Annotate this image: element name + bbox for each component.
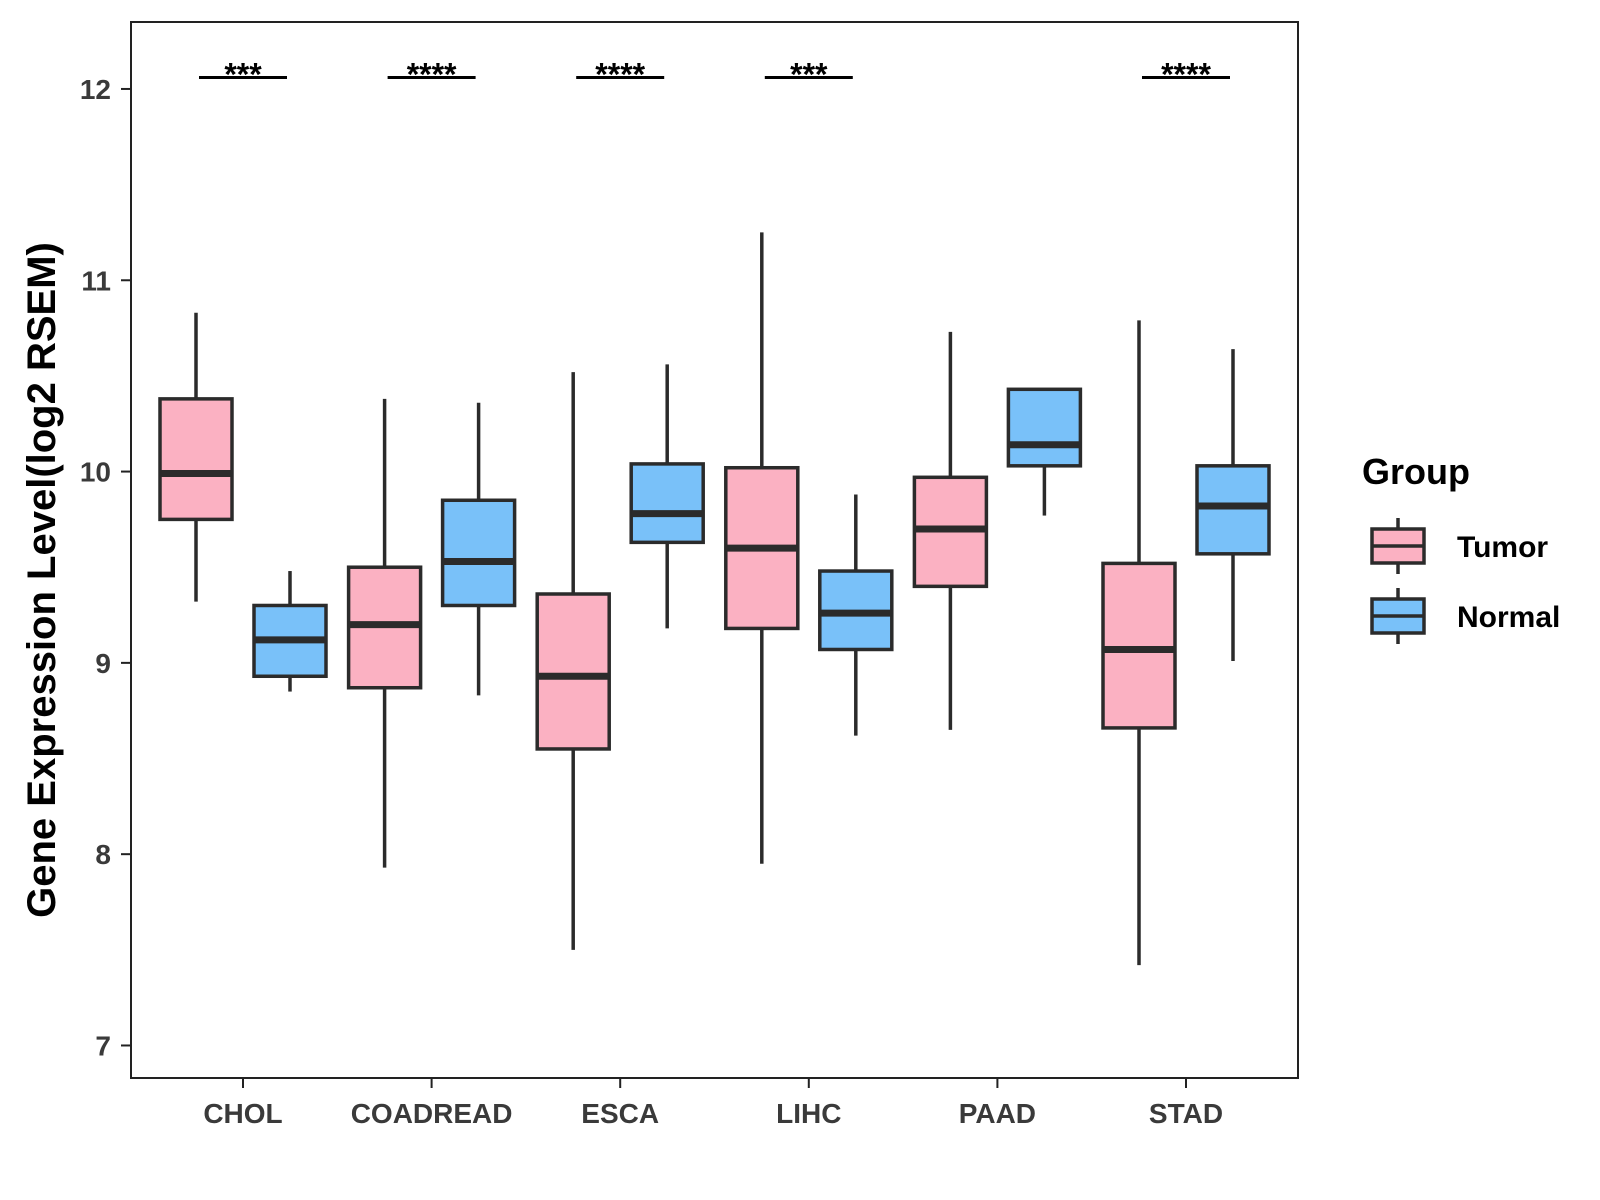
y-axis: 7 8 9 10 11 12 [80, 74, 131, 1061]
box-tumor-stad [1101, 320, 1177, 966]
legend-title: Group [1362, 451, 1470, 492]
significance-stars: **** [407, 56, 457, 92]
y-axis-title: Gene Expression Level(log2 RSEM) [20, 242, 64, 918]
significance-stars: *** [224, 56, 262, 92]
significance-stars: **** [1161, 56, 1211, 92]
significance-esca: **** [576, 56, 665, 92]
plot-panel-border [130, 21, 1299, 1079]
legend-key-tumor [1370, 518, 1426, 574]
legend-label-normal: Normal [1457, 601, 1560, 634]
box-tumor-esca [535, 372, 611, 950]
box-body [1195, 464, 1271, 556]
box-body [1006, 387, 1083, 468]
box-normal-stad [1195, 349, 1271, 661]
significance-stars: **** [595, 56, 645, 92]
box-normal-lihc [818, 494, 894, 736]
box-normal-esca [629, 364, 705, 629]
y-tick-label: 12 [80, 74, 111, 105]
significance-coadread: **** [387, 56, 476, 92]
significance-stad: **** [1142, 56, 1230, 92]
box-tumor-lihc [724, 232, 800, 864]
legend-key-normal [1370, 588, 1426, 644]
box-normal-chol [252, 571, 328, 692]
y-tick-label: 8 [95, 839, 111, 870]
x-tick-label-lihc: LIHC [776, 1098, 841, 1129]
x-tick-label-chol: CHOL [203, 1098, 282, 1129]
box-body [535, 592, 611, 751]
x-tick-label-esca: ESCA [581, 1098, 659, 1129]
x-axis: CHOL COADREAD ESCA LIHC PAAD STAD [203, 1078, 1223, 1129]
box-tumor-coadread [346, 398, 423, 868]
box-tumor-paad [912, 331, 989, 730]
legend-item-normal: Normal [1370, 588, 1560, 644]
box-normal-paad [1006, 387, 1083, 516]
legend: Group Tumor Normal [1362, 451, 1560, 644]
box-body [1101, 561, 1177, 730]
legend-item-tumor: Tumor [1370, 518, 1548, 574]
box-tumor-chol [158, 312, 234, 602]
box-body [158, 397, 234, 522]
box-normal-coadread [440, 402, 517, 696]
y-tick-label: 10 [80, 457, 111, 488]
y-tick-label: 7 [95, 1030, 111, 1061]
y-tick-label: 9 [95, 648, 111, 679]
x-tick-label-coadread: COADREAD [351, 1098, 513, 1129]
box-body [629, 462, 705, 545]
significance-chol: *** [199, 56, 287, 92]
x-tick-label-paad: PAAD [959, 1098, 1036, 1129]
x-tick-label-stad: STAD [1149, 1098, 1223, 1129]
significance-stars: *** [790, 56, 828, 92]
box-layer [158, 232, 1271, 966]
significance-layer: *** **** **** *** **** [199, 56, 1230, 92]
box-body [440, 498, 517, 608]
significance-lihc: *** [764, 56, 853, 92]
legend-label-tumor: Tumor [1457, 531, 1548, 564]
y-tick-label: 11 [81, 265, 111, 296]
